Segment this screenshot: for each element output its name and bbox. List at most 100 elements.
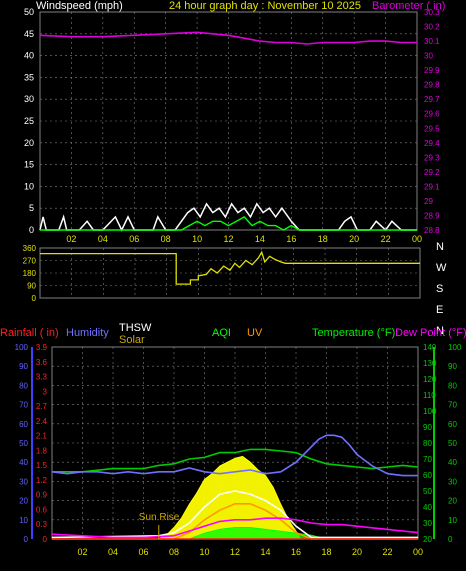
baro-tick-label: 30.3 xyxy=(424,8,440,17)
wind-tick-label: 35 xyxy=(24,72,34,82)
wind-tick-label: 5 xyxy=(29,203,34,213)
climate-panel: Rainfall ( in) Humidity THSW Solar AQI U… xyxy=(0,322,466,557)
rain-tick-label: 3.6 xyxy=(36,358,48,367)
baro-tick-label: 30.2 xyxy=(424,23,440,32)
baro-tick-label: 29 xyxy=(424,197,433,206)
temp-tick-label: 70 xyxy=(423,455,432,464)
legend-dewpoint: Dew Point (°F) xyxy=(395,327,466,339)
baro-tick-label: 29.8 xyxy=(424,81,440,90)
temp-tick-label: 130 xyxy=(423,359,437,368)
x-tick-label: 04 xyxy=(98,234,108,244)
series-thsw xyxy=(51,490,418,539)
rain-tick-label: 1.8 xyxy=(36,446,48,455)
wind-axis-ticks: 0 5 10 15 20 25 30 35 40 45 50 xyxy=(24,7,34,235)
aqi-tick-label: 40 xyxy=(448,458,457,467)
rain-tick-label: 0.3 xyxy=(36,520,48,529)
direction-tick-label: 270 xyxy=(23,257,37,266)
compass-label: E xyxy=(436,304,443,316)
x-tick-label: 18 xyxy=(318,234,328,244)
baro-axis-title: Barometer ( in) xyxy=(372,0,445,12)
direction-tick-label: 90 xyxy=(27,282,36,291)
sunrise-annotation: Sun Rise xyxy=(139,512,180,523)
series-solar xyxy=(52,455,418,540)
temp-tick-label: 100 xyxy=(423,407,437,416)
humidity-tick-label: 100 xyxy=(15,343,29,352)
baro-tick-label: 29.9 xyxy=(424,66,440,75)
legend-solar: Solar xyxy=(119,334,145,346)
direction-tick-label: 360 xyxy=(23,244,37,253)
wind-tick-label: 25 xyxy=(24,116,34,126)
rain-tick-label: 3.9 xyxy=(36,343,48,352)
legend-uv: UV xyxy=(247,327,263,339)
humidity-tick-label: 70 xyxy=(19,401,28,410)
temp-tick-label: 30 xyxy=(423,519,432,528)
humidity-tick-label: 50 xyxy=(19,439,28,448)
series-humidity xyxy=(51,434,418,477)
legend-thsw: THSW xyxy=(119,322,152,334)
temp-tick-label: 20 xyxy=(423,535,432,544)
x-tick-label: 16 xyxy=(291,547,301,557)
x-tick-label: 10 xyxy=(192,234,202,244)
x-tick-label: 08 xyxy=(169,547,179,557)
baro-tick-label: 29.7 xyxy=(424,95,440,104)
temp-tick-label: 90 xyxy=(423,423,432,432)
x-tick-label: 06 xyxy=(138,547,148,557)
humidity-tick-label: 20 xyxy=(19,497,28,506)
direction-tick-label: 0 xyxy=(32,294,37,303)
wind-tick-label: 10 xyxy=(24,181,34,191)
baro-tick-label: 30 xyxy=(424,52,433,61)
wind-axis-title: Windspeed (mph) xyxy=(36,0,123,12)
x-tick-label: 14 xyxy=(255,234,265,244)
rain-tick-label: 0.6 xyxy=(36,505,48,514)
x-tick-label: 06 xyxy=(129,234,139,244)
aqi-tick-label: 50 xyxy=(448,439,457,448)
legend-temperature: Temperature (°F) xyxy=(312,327,395,339)
rain-tick-label: 2.1 xyxy=(36,432,48,441)
x-tick-label: 00 xyxy=(412,234,422,244)
wind-tick-label: 30 xyxy=(24,94,34,104)
humidity-tick-label: 80 xyxy=(19,381,28,390)
x-tick-label: 02 xyxy=(66,234,76,244)
aqi-tick-label: 60 xyxy=(448,420,457,429)
baro-tick-label: 28.9 xyxy=(424,211,440,220)
x-tick-label: 00 xyxy=(413,547,423,557)
compass-label: N xyxy=(436,325,444,337)
x-tick-label: 02 xyxy=(77,547,87,557)
rain-tick-label: 3.3 xyxy=(36,373,48,382)
legend-humidity: Humidity xyxy=(66,327,109,339)
climate-axis-ticks: 010203040506070809010000.30.60.91.21.51.… xyxy=(15,343,462,544)
humidity-tick-label: 40 xyxy=(19,458,28,467)
x-tick-label: 18 xyxy=(321,547,331,557)
x-tick-label: 08 xyxy=(161,234,171,244)
climate-grid xyxy=(52,347,419,539)
series-dew-point xyxy=(51,517,419,539)
series-barometer xyxy=(39,31,417,45)
compass-label: N xyxy=(436,241,444,253)
wind-baro-series xyxy=(39,31,417,232)
aqi-tick-label: 90 xyxy=(448,362,457,371)
wind-baro-grid xyxy=(40,12,418,230)
x-tick-label: 22 xyxy=(382,547,392,557)
climate-x-ticks: 02 04 06 08 10 12 14 16 18 20 22 00 xyxy=(77,547,423,557)
x-tick-label: 12 xyxy=(223,234,233,244)
rain-tick-label: 0.9 xyxy=(36,491,48,500)
baro-tick-label: 29.2 xyxy=(424,168,440,177)
series-wind-direction xyxy=(40,250,420,285)
aqi-tick-label: 20 xyxy=(448,497,457,506)
baro-tick-label: 29.1 xyxy=(424,182,440,191)
temp-tick-label: 40 xyxy=(423,503,432,512)
x-tick-label: 20 xyxy=(352,547,362,557)
baro-tick-label: 29.5 xyxy=(424,124,440,133)
humidity-tick-label: 30 xyxy=(19,477,28,486)
x-tick-label: 04 xyxy=(108,547,118,557)
climate-series xyxy=(51,434,419,540)
baro-tick-label: 29.6 xyxy=(424,110,440,119)
rain-tick-label: 2.7 xyxy=(36,402,48,411)
wind-tick-label: 45 xyxy=(24,29,34,39)
wind-baro-x-ticks: 02 04 06 08 10 12 14 16 18 20 22 00 xyxy=(66,234,422,244)
direction-tick-label: 180 xyxy=(23,269,37,278)
temp-tick-label: 60 xyxy=(423,471,432,480)
